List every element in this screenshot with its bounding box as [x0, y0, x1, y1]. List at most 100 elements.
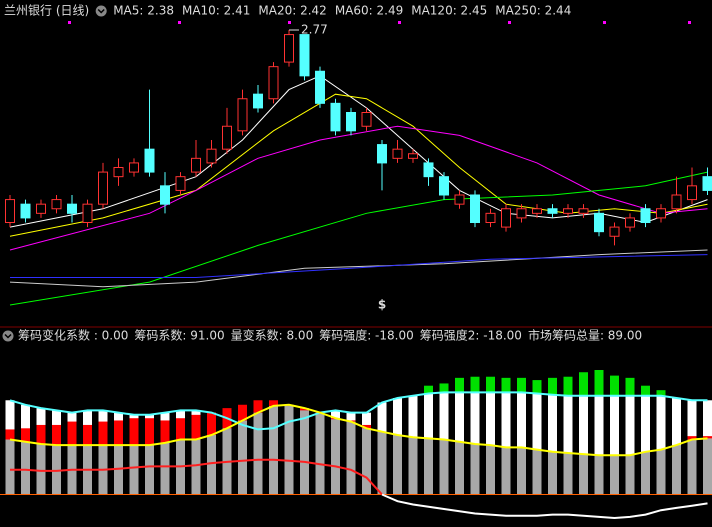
candle-body	[408, 153, 418, 159]
red-band	[5, 429, 15, 440]
column-lower	[548, 451, 557, 495]
candle-body	[98, 171, 108, 205]
green-band	[656, 390, 666, 396]
red-band	[253, 400, 263, 413]
candle-body	[144, 148, 155, 173]
column-lower	[517, 447, 526, 495]
candle-body	[361, 112, 372, 127]
column	[501, 392, 511, 495]
candle-body	[516, 208, 527, 219]
red-band	[176, 418, 185, 440]
candle-body	[191, 157, 201, 173]
column	[656, 395, 666, 495]
green-band	[532, 380, 542, 394]
ma-line	[9, 171, 708, 306]
green-band	[455, 377, 464, 393]
column	[517, 392, 526, 495]
red-band	[160, 420, 170, 443]
legend-entry: MA5: 2.38	[113, 4, 174, 18]
candle-body	[237, 98, 248, 132]
red-band	[362, 424, 371, 429]
column-lower	[501, 447, 511, 495]
column-lower	[52, 445, 61, 495]
indicator-line	[10, 458, 383, 496]
green-band	[424, 385, 433, 394]
red-band	[83, 424, 92, 446]
column-lower	[331, 418, 340, 495]
column-lower	[114, 445, 123, 495]
green-band	[641, 385, 650, 396]
red-band	[207, 412, 216, 436]
column-lower	[594, 455, 604, 495]
red-band	[67, 421, 77, 446]
column-lower	[191, 439, 201, 495]
ma-line	[9, 249, 708, 288]
red-band	[687, 436, 697, 440]
column-lower	[579, 454, 588, 495]
legend-entry: MA20: 2.42	[258, 4, 326, 18]
column-lower	[160, 442, 170, 495]
candle-body	[51, 199, 62, 210]
column-lower	[486, 445, 495, 495]
legend-entry: 筹码变化系数 : 0.00	[18, 328, 128, 343]
column	[610, 395, 619, 495]
candle-body	[206, 148, 217, 164]
green-band	[548, 377, 557, 395]
candle-body	[113, 167, 124, 178]
indicator-line	[381, 493, 708, 520]
column-lower	[346, 421, 356, 495]
column-lower	[377, 431, 387, 495]
candle-body	[392, 148, 403, 159]
column-lower	[315, 412, 325, 495]
red-band	[191, 414, 201, 440]
candle-body	[656, 208, 666, 219]
candle-body	[377, 144, 387, 164]
dropdown-arrow	[97, 8, 105, 14]
red-band	[52, 424, 61, 446]
candle-body	[315, 70, 325, 104]
legend-entry: MA60: 2.49	[335, 4, 403, 18]
green-band	[594, 370, 604, 396]
legend-entry: 市场筹码总量: 89.00	[528, 328, 642, 343]
ma-line	[10, 254, 708, 278]
column	[532, 393, 542, 495]
candle-body	[299, 34, 310, 77]
red-band	[300, 408, 309, 411]
candle-body	[439, 176, 449, 196]
column-lower	[207, 435, 216, 495]
column-lower	[439, 439, 449, 495]
green-band	[501, 377, 511, 393]
legend-entry: 筹码强度2: -18.00	[420, 328, 522, 343]
column-lower	[36, 444, 46, 495]
column	[594, 395, 604, 495]
green-band	[610, 375, 619, 396]
column-lower	[424, 438, 433, 495]
dropdown-arrow	[4, 333, 12, 339]
candle-body	[175, 176, 186, 191]
max-label: 2.77	[301, 23, 328, 37]
column-lower	[238, 420, 247, 495]
column-lower	[408, 437, 418, 495]
green-band	[579, 372, 588, 396]
column-lower	[253, 412, 263, 495]
candle-body	[501, 208, 511, 228]
legend-entry: 量变系数: 8.00	[231, 328, 314, 343]
candle-body	[532, 208, 542, 214]
candle-body	[346, 112, 356, 132]
candle-body	[423, 162, 434, 178]
column-lower	[129, 445, 139, 495]
red-band	[703, 436, 712, 439]
red-band	[269, 400, 278, 406]
green-band	[439, 383, 449, 393]
column-lower	[641, 451, 650, 495]
column	[548, 394, 557, 495]
column-lower	[21, 441, 30, 495]
candle-body	[594, 212, 604, 233]
candle-body	[671, 194, 682, 210]
legend-entry: MA120: 2.45	[411, 4, 487, 18]
green-band	[517, 377, 526, 393]
green-band	[563, 376, 573, 396]
column	[641, 395, 650, 495]
